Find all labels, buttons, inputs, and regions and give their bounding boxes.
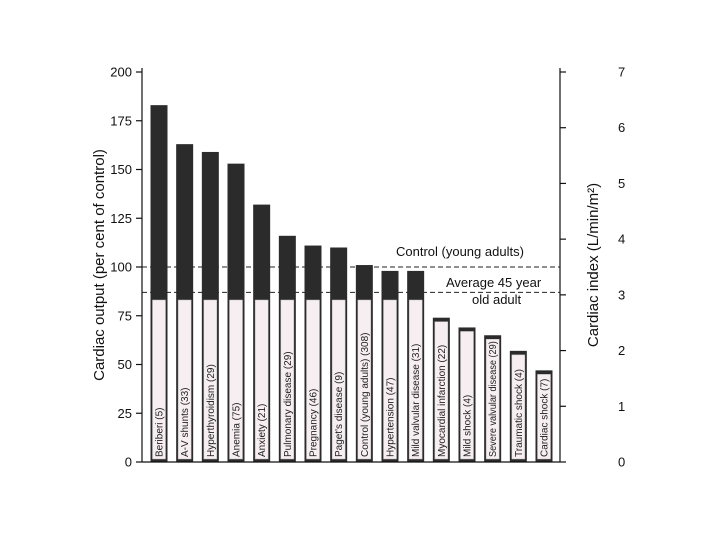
bar-category-label: Myocardial infarction (22) bbox=[437, 345, 448, 457]
bar-label-box bbox=[177, 299, 192, 460]
bar-label-box bbox=[254, 299, 269, 460]
bar-label-box bbox=[229, 299, 243, 460]
left-tick-label: 150 bbox=[110, 162, 132, 177]
left-tick-label: 125 bbox=[110, 211, 132, 226]
left-axis-ticks: 0 25 50 75 100 125 150 175 200 bbox=[110, 65, 142, 470]
right-tick-label: 4 bbox=[618, 232, 625, 247]
bar-category-label: Pulmonary disease (29) bbox=[283, 351, 294, 457]
right-tick-label: 5 bbox=[618, 176, 625, 191]
bar-category-label: Traumatic shock (4) bbox=[514, 369, 525, 457]
bar-label-box bbox=[460, 331, 474, 460]
bar-category-label: Paget's disease (9) bbox=[334, 372, 345, 457]
bar-category-label: Control (young adults) (308) bbox=[360, 332, 371, 457]
right-tick-label: 2 bbox=[618, 343, 625, 358]
reference-label-average: Average 45 year bbox=[446, 275, 542, 290]
left-tick-label: 25 bbox=[118, 406, 132, 421]
bar-label-box bbox=[485, 339, 500, 460]
y-axis-title-right: Cardiac index (L/min/m²) bbox=[585, 183, 602, 347]
left-tick-label: 75 bbox=[118, 308, 132, 323]
bar-label-box bbox=[357, 299, 372, 460]
bar-category-label: Severe valvular disease (29) bbox=[488, 341, 499, 457]
bar-labels: Beriberi (5) A-V shunts (33) Hyperthyroidi… bbox=[152, 299, 551, 460]
bar-category-label: Mild valvular disease (31) bbox=[411, 344, 422, 457]
reference-lines bbox=[142, 266, 560, 293]
right-tick-label: 3 bbox=[618, 287, 625, 302]
bar-category-label: Anxiety (21) bbox=[257, 404, 268, 457]
right-axis-ticks: 0 1 2 3 4 5 6 7 bbox=[560, 65, 625, 470]
bar-label-box bbox=[408, 299, 423, 460]
bar-category-label: Hyperthyroidism (29) bbox=[206, 364, 217, 457]
bar-category-label: Mild shock (4) bbox=[463, 395, 474, 457]
bar-label-box bbox=[511, 354, 526, 460]
right-tick-label: 0 bbox=[618, 455, 625, 470]
bar-label-box bbox=[280, 299, 295, 460]
left-tick-label: 200 bbox=[110, 65, 132, 80]
bar-category-label: Hypertension (47) bbox=[386, 378, 397, 457]
bar-category-label: Cardiac shock (7) bbox=[540, 379, 551, 457]
bar-label-box bbox=[537, 374, 551, 460]
left-tick-label: 100 bbox=[110, 260, 132, 275]
bar-category-label: Beriberi (5) bbox=[155, 408, 166, 457]
right-tick-label: 7 bbox=[618, 65, 625, 80]
left-tick-label: 175 bbox=[110, 113, 132, 128]
reference-label-control: Control (young adults) bbox=[396, 244, 524, 259]
right-tick-label: 6 bbox=[618, 120, 625, 135]
bar-label-box bbox=[306, 299, 320, 460]
bar-category-label: Pregnancy (46) bbox=[309, 389, 320, 457]
left-tick-label: 0 bbox=[125, 455, 132, 470]
bar-label-box bbox=[383, 299, 397, 460]
reference-label-average-line2: old adult bbox=[472, 292, 522, 307]
bar-label-box bbox=[331, 299, 346, 460]
bar-category-label: A-V shunts (33) bbox=[180, 388, 191, 457]
bar-label-box bbox=[434, 321, 449, 460]
left-tick-label: 50 bbox=[118, 357, 132, 372]
bar-category-label: Anemia (75) bbox=[232, 403, 243, 457]
axes bbox=[141, 68, 561, 463]
bar-label-box bbox=[152, 299, 166, 460]
y-axis-title-left: Cardiac output (per cent of control) bbox=[91, 149, 108, 381]
right-tick-label: 1 bbox=[618, 399, 625, 414]
bar-label-box bbox=[203, 299, 218, 460]
